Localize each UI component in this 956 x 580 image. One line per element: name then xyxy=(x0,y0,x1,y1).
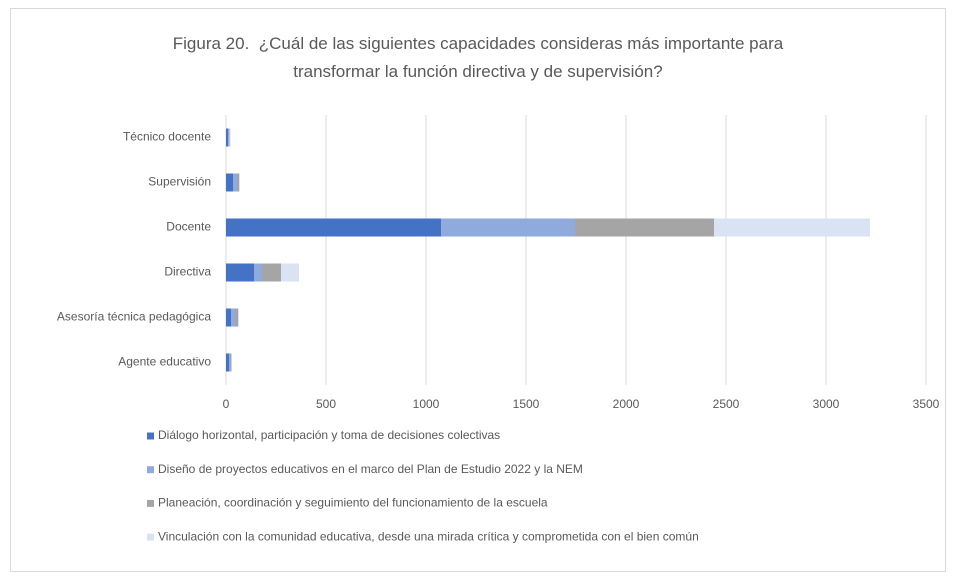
x-tick-label: 2000 xyxy=(613,397,640,411)
chart-border xyxy=(10,8,946,572)
bar-segment xyxy=(226,128,228,147)
bar-segment xyxy=(235,308,238,327)
x-tick-label: 1500 xyxy=(513,397,540,411)
bar-segment xyxy=(231,308,235,327)
bar-segment xyxy=(281,263,299,282)
y-tick-label: Técnico docente xyxy=(123,130,211,144)
x-tick-label: 500 xyxy=(316,397,336,411)
y-tick-label: Agente educativo xyxy=(118,355,211,369)
bar-segment xyxy=(229,353,231,372)
x-tick-label: 2500 xyxy=(713,397,740,411)
bar-segment xyxy=(262,263,281,282)
x-tick-label: 1000 xyxy=(413,397,440,411)
legend-label: Vinculación con la comunidad educativa, … xyxy=(158,529,699,543)
y-tick-label: Docente xyxy=(166,220,211,234)
bar-segment xyxy=(231,353,232,372)
bar-segment xyxy=(441,218,575,237)
y-tick-label: Asesoría técnica pedagógica xyxy=(57,310,211,324)
x-tick-label: 0 xyxy=(223,397,230,411)
legend-swatch xyxy=(147,432,154,440)
bar-segment xyxy=(233,173,237,192)
bar-segment xyxy=(228,128,229,147)
legend-swatch xyxy=(147,466,154,474)
bar-segment xyxy=(714,218,870,237)
bar-segment xyxy=(229,128,231,147)
x-tick-label: 3000 xyxy=(813,397,840,411)
legend-swatch xyxy=(147,533,154,541)
bar-segment xyxy=(238,308,239,327)
bar-segment xyxy=(226,173,233,192)
bar-segment xyxy=(254,263,262,282)
bar-segment xyxy=(237,173,239,192)
bar-segment xyxy=(226,353,229,372)
bar-segment xyxy=(239,173,240,192)
bar-segment xyxy=(226,218,441,237)
bar-segment xyxy=(226,308,231,327)
bar-segment xyxy=(575,218,714,237)
x-tick-label: 3500 xyxy=(913,397,940,411)
y-tick-label: Directiva xyxy=(164,265,211,279)
legend-label: Diseño de proyectos educativos en el mar… xyxy=(158,462,583,476)
bar-segment xyxy=(229,128,230,147)
y-tick-label: Supervisión xyxy=(148,175,211,189)
legend-label: Planeación, coordinación y seguimiento d… xyxy=(158,496,548,510)
chart-title: Figura 20. ¿Cuál de las siguientes capac… xyxy=(172,34,788,81)
bar-segment xyxy=(226,263,254,282)
legend-swatch xyxy=(147,499,154,507)
legend-label: Diálogo horizontal, participación y toma… xyxy=(158,428,500,442)
